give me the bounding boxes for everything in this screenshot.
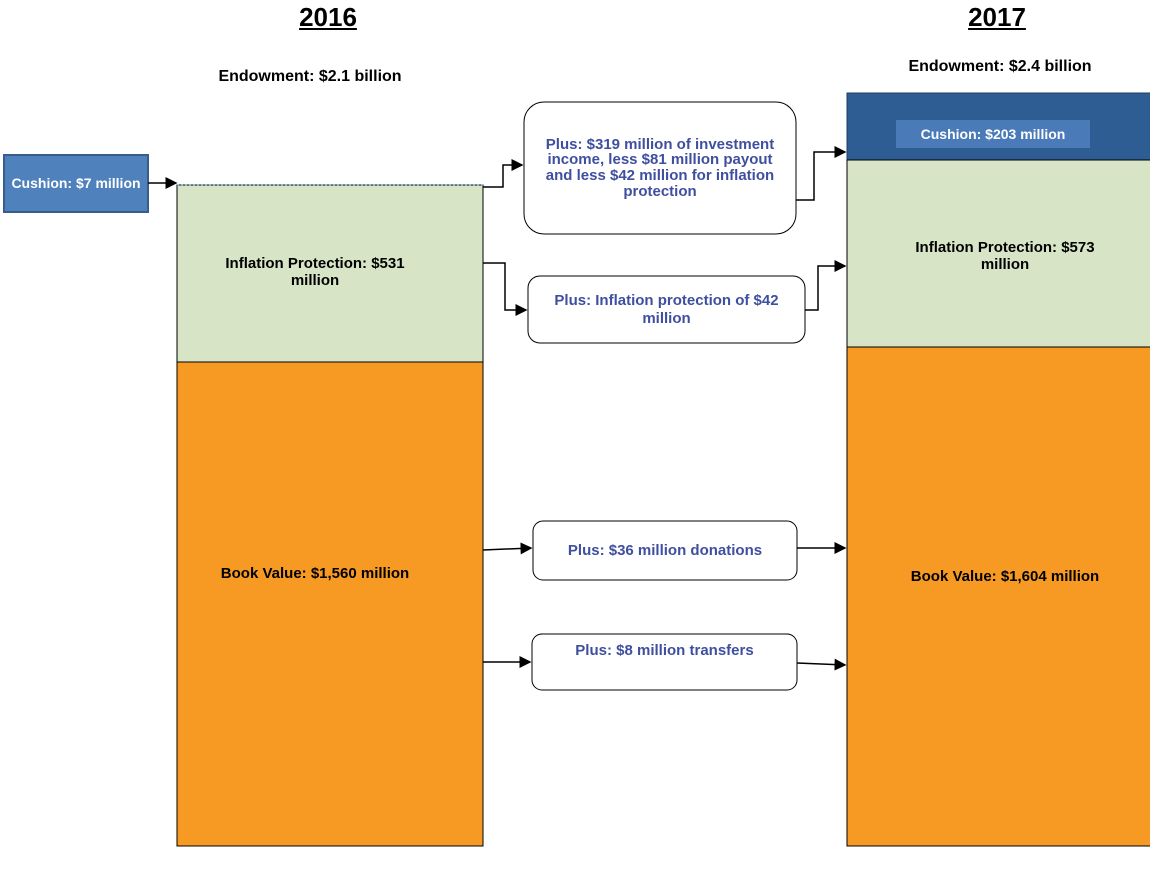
book-2016: Book Value: $1,560 million [220, 565, 410, 583]
flow-text: Plus: $36 million donations [567, 541, 763, 559]
arrows [148, 146, 847, 671]
inflation-2016: Inflation Protection: $531 million [225, 254, 405, 289]
cushion-2017: Cushion: $203 million [920, 125, 1066, 142]
book-block-2016 [176, 361, 484, 847]
flow-box [531, 633, 798, 691]
cushion-2016: Cushion: $7 million [11, 175, 141, 192]
book-block-2017 [846, 346, 1150, 847]
book-2017: Book Value: $1,604 million [910, 568, 1100, 586]
endowment-2016: Endowment: $2.1 billion [218, 67, 402, 85]
flow-text: Plus: $319 million of investment income,… [545, 135, 775, 200]
flow-text: Plus: Inflation protection of $42 millio… [554, 292, 779, 327]
endowment-2017: Endowment: $2.4 billion [908, 57, 1092, 75]
flow-box [523, 101, 797, 235]
flow-text: Plus: $8 million transfers [575, 642, 754, 660]
inflation-2017: Inflation Protection: $573 million [915, 238, 1095, 273]
flow-box [532, 520, 798, 581]
inflation-block-2017 [846, 159, 1150, 348]
cushion-label-box-2017 [896, 120, 1090, 148]
year-2017: 2017 [968, 2, 1026, 33]
inflation-block-2016 [176, 184, 484, 363]
year-2016: 2016 [299, 2, 357, 33]
